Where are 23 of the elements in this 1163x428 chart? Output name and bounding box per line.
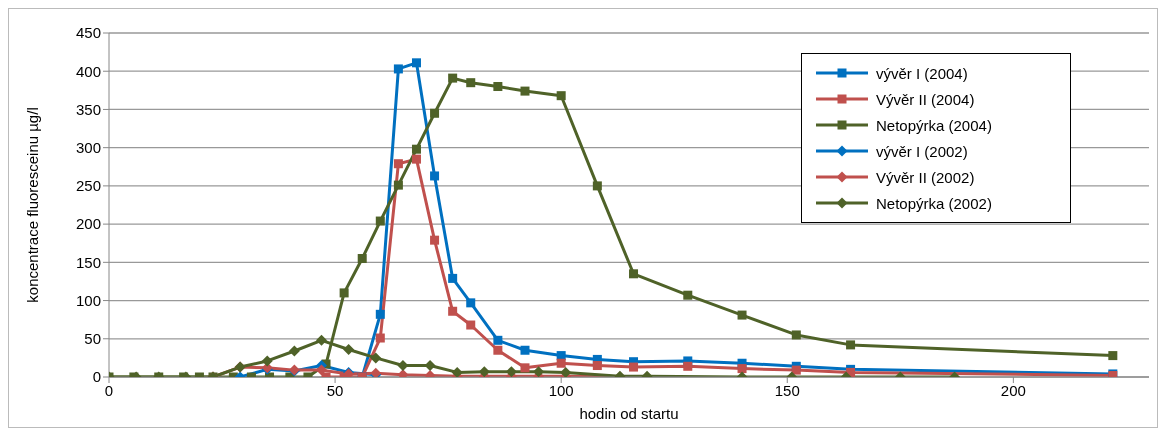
- y-tick-label: 0: [92, 368, 101, 386]
- y-tick-label: 150: [75, 253, 101, 271]
- legend-label: vývěr I (2002): [876, 142, 968, 160]
- y-tick-label: 300: [75, 138, 101, 156]
- x-tick-label: 50: [326, 381, 344, 399]
- legend-label: Vývěr II (2004): [876, 90, 975, 108]
- y-tick-label: 100: [75, 291, 101, 309]
- y-tick-label: 200: [75, 215, 101, 233]
- y-tick-label: 50: [84, 330, 101, 348]
- y-tick-label: 250: [75, 177, 101, 195]
- legend-label: Netopýrka (2002): [876, 194, 992, 212]
- x-tick-label: 0: [104, 381, 114, 399]
- y-tick-label: 450: [75, 24, 101, 42]
- y-tick-label: 400: [75, 62, 101, 80]
- x-tick-label: 150: [774, 381, 800, 399]
- legend-label: Vývěr II (2002): [876, 168, 975, 186]
- y-tick-label: 350: [75, 100, 101, 118]
- x-tick-label: 200: [1000, 381, 1026, 399]
- x-axis-title: hodin od startu: [579, 405, 679, 422]
- y-axis-title: koncentrace fluoresceinu µg/l: [24, 107, 42, 303]
- legend-label: Netopýrka (2004): [876, 116, 992, 134]
- x-tick-label: 100: [548, 381, 574, 399]
- legend-label: vývěr I (2004): [876, 64, 968, 82]
